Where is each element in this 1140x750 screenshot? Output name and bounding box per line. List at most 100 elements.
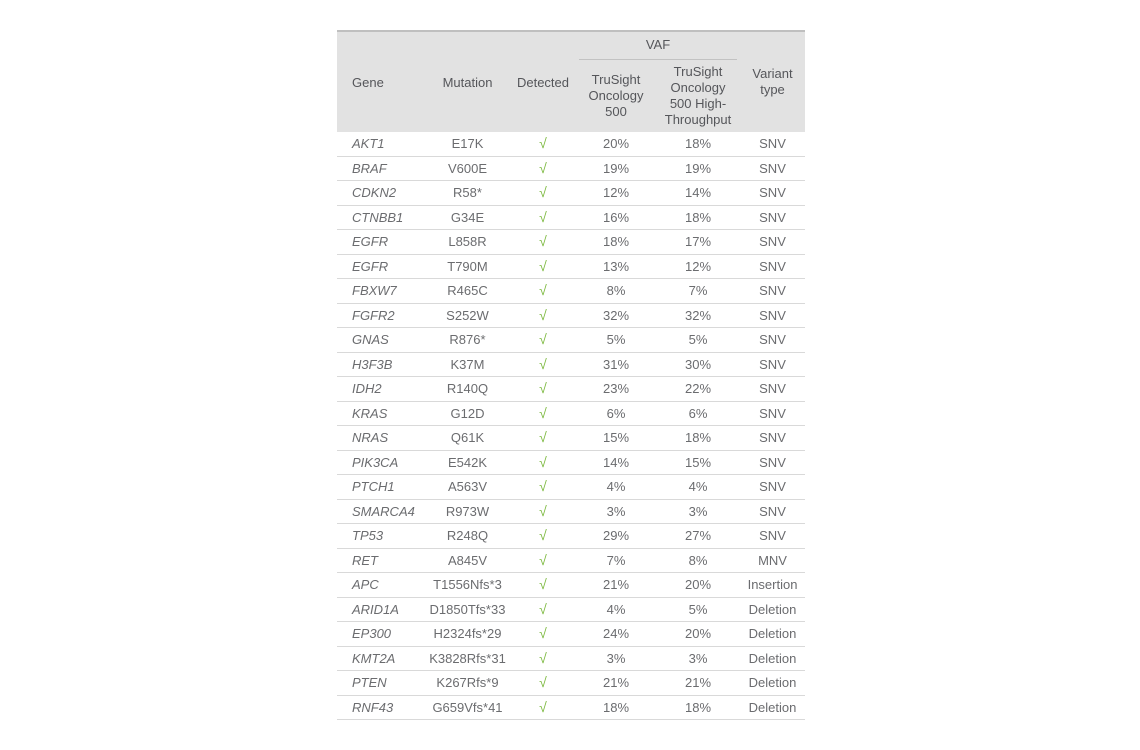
detected-check-icon: √ [510, 572, 576, 597]
gene-cell: BRAF [337, 155, 425, 181]
variant-type-cell: Deletion [740, 670, 806, 695]
vaf-tso500-cell: 21% [576, 572, 656, 597]
mutation-cell: S252W [425, 302, 510, 328]
table-row: PIK3CA E542K √ 14% 15% SNV [337, 449, 806, 475]
vaf-tso500-ht-cell: 8% [656, 547, 741, 573]
gene-cell: KMT2A [337, 645, 425, 671]
col-header-trusight-oncology-500: TruSight Oncology 500 [576, 60, 656, 132]
vaf-tso500-ht-cell: 15% [656, 449, 741, 475]
mutation-cell: T1556Nfs*3 [425, 572, 510, 597]
vaf-tso500-ht-cell: 5% [656, 327, 741, 352]
vaf-tso500-cell: 7% [576, 547, 656, 573]
table-row: CTNBB1 G34E √ 16% 18% SNV [337, 204, 806, 230]
detected-check-icon: √ [510, 694, 576, 720]
detected-check-icon: √ [510, 132, 576, 156]
detected-check-icon: √ [510, 376, 576, 401]
gene-mutation-table: Gene Mutation Detected VAF Variant type … [337, 30, 806, 720]
gene-cell: CDKN2 [337, 180, 425, 205]
variant-type-cell: SNV [740, 180, 806, 205]
vaf-tso500-cell: 18% [576, 229, 656, 254]
vaf-tso500-cell: 3% [576, 498, 656, 524]
col-header-gene: Gene [337, 31, 425, 132]
table-row: H3F3B K37M √ 31% 30% SNV [337, 351, 806, 377]
vaf-tso500-cell: 12% [576, 180, 656, 205]
table-row: RNF43 G659Vfs*41 √ 18% 18% Deletion [337, 694, 806, 720]
gene-cell: GNAS [337, 327, 425, 352]
detected-check-icon: √ [510, 547, 576, 573]
vaf-tso500-ht-cell: 4% [656, 474, 741, 499]
detected-check-icon: √ [510, 327, 576, 352]
gene-cell: PTCH1 [337, 474, 425, 499]
gene-cell: PTEN [337, 670, 425, 695]
gene-cell: FBXW7 [337, 278, 425, 303]
table-row: GNAS R876* √ 5% 5% SNV [337, 327, 806, 352]
vaf-tso500-ht-cell: 20% [656, 572, 741, 597]
detected-check-icon: √ [510, 400, 576, 426]
mutation-cell: K3828Rfs*31 [425, 645, 510, 671]
variant-type-cell: SNV [740, 253, 806, 279]
table-row: APC T1556Nfs*3 √ 21% 20% Insertion [337, 572, 806, 597]
table-row: BRAF V600E √ 19% 19% SNV [337, 155, 806, 181]
vaf-tso500-cell: 16% [576, 204, 656, 230]
vaf-tso500-ht-cell: 18% [656, 132, 741, 156]
variant-type-cell: SNV [740, 132, 806, 156]
vaf-tso500-cell: 32% [576, 302, 656, 328]
mutation-cell: R58* [425, 180, 510, 205]
gene-cell: RET [337, 547, 425, 573]
vaf-tso500-cell: 4% [576, 474, 656, 499]
table-row: KMT2A K3828Rfs*31 √ 3% 3% Deletion [337, 645, 806, 671]
variant-type-cell: SNV [740, 376, 806, 401]
detected-check-icon: √ [510, 229, 576, 254]
table-row: ARID1A D1850Tfs*33 √ 4% 5% Deletion [337, 596, 806, 622]
detected-check-icon: √ [510, 596, 576, 622]
table-body: AKT1 E17K √ 20% 18% SNV BRAF V600E √ 19%… [337, 132, 806, 720]
variant-type-cell: SNV [740, 425, 806, 450]
variant-type-cell: SNV [740, 229, 806, 254]
gene-cell: CTNBB1 [337, 204, 425, 230]
mutation-cell: E17K [425, 132, 510, 156]
gene-cell: SMARCA4 [337, 498, 425, 524]
detected-check-icon: √ [510, 278, 576, 303]
mutation-cell: K37M [425, 351, 510, 377]
detected-check-icon: √ [510, 474, 576, 499]
table-row: NRAS Q61K √ 15% 18% SNV [337, 425, 806, 450]
variant-type-cell: SNV [740, 278, 806, 303]
variant-type-cell: SNV [740, 351, 806, 377]
detected-check-icon: √ [510, 670, 576, 695]
detected-check-icon: √ [510, 498, 576, 524]
vaf-tso500-ht-cell: 30% [656, 351, 741, 377]
vaf-tso500-ht-cell: 14% [656, 180, 741, 205]
mutation-cell: H2324fs*29 [425, 621, 510, 646]
vaf-tso500-cell: 19% [576, 155, 656, 181]
table-row: FBXW7 R465C √ 8% 7% SNV [337, 278, 806, 303]
mutation-cell: K267Rfs*9 [425, 670, 510, 695]
vaf-tso500-cell: 3% [576, 645, 656, 671]
gene-cell: EGFR [337, 229, 425, 254]
variant-type-cell: SNV [740, 523, 806, 548]
table-row: EGFR L858R √ 18% 17% SNV [337, 229, 806, 254]
mutation-cell: G12D [425, 400, 510, 426]
mutation-cell: D1850Tfs*33 [425, 596, 510, 622]
detected-check-icon: √ [510, 204, 576, 230]
variant-type-cell: SNV [740, 204, 806, 230]
vaf-tso500-cell: 5% [576, 327, 656, 352]
gene-cell: AKT1 [337, 132, 425, 156]
gene-cell: TP53 [337, 523, 425, 548]
mutation-cell: R876* [425, 327, 510, 352]
gene-cell: EP300 [337, 621, 425, 646]
mutation-cell: G659Vfs*41 [425, 694, 510, 720]
vaf-tso500-cell: 18% [576, 694, 656, 720]
variant-type-cell: SNV [740, 474, 806, 499]
detected-check-icon: √ [510, 449, 576, 475]
variant-type-cell: SNV [740, 400, 806, 426]
variant-type-cell: Deletion [740, 621, 806, 646]
col-header-detected: Detected [510, 31, 576, 132]
vaf-group-label: VAF [579, 32, 738, 60]
table-header: Gene Mutation Detected VAF Variant type … [337, 31, 806, 132]
variant-type-cell: SNV [740, 498, 806, 524]
gene-cell: IDH2 [337, 376, 425, 401]
table-row: PTEN K267Rfs*9 √ 21% 21% Deletion [337, 670, 806, 695]
table-row: AKT1 E17K √ 20% 18% SNV [337, 132, 806, 156]
gene-cell: EGFR [337, 253, 425, 279]
table-row: TP53 R248Q √ 29% 27% SNV [337, 523, 806, 548]
